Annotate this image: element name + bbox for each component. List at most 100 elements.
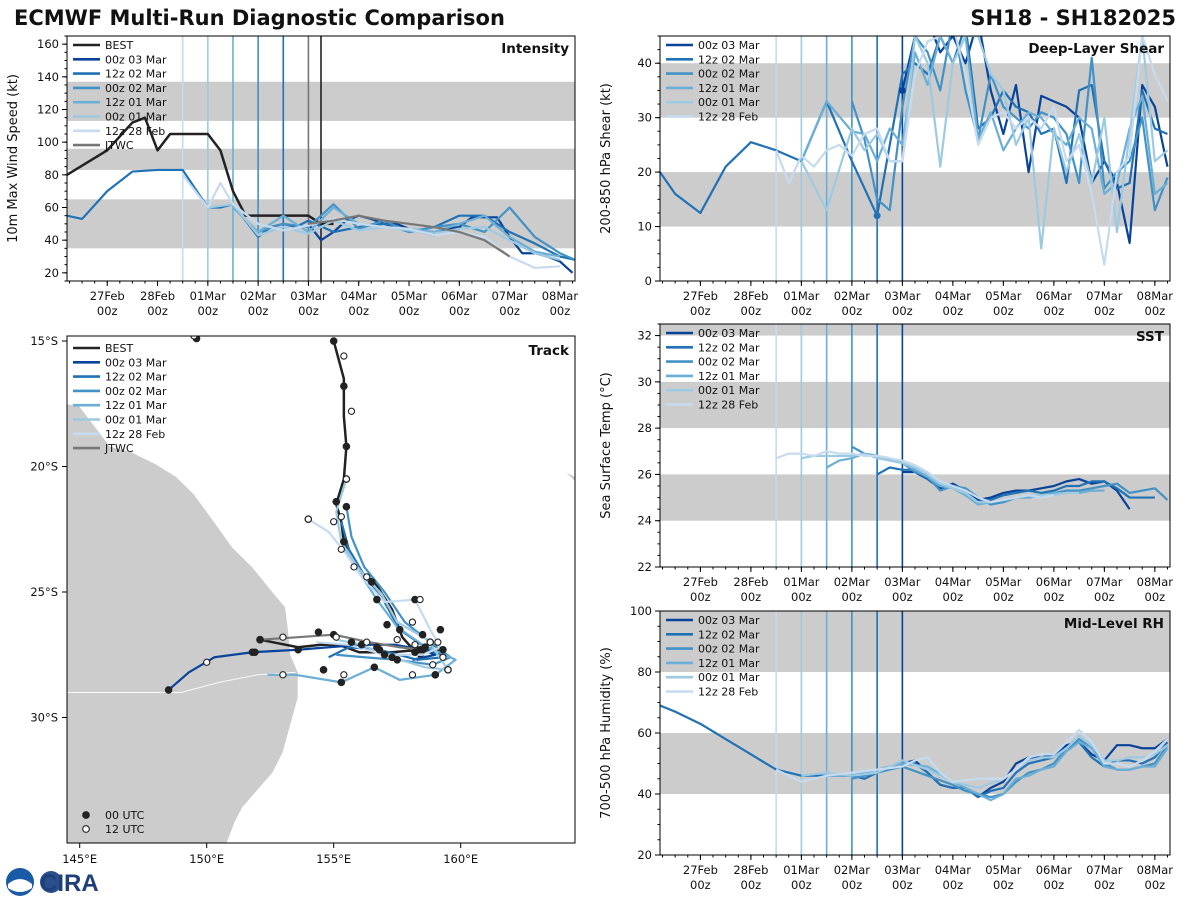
panel-title: Track <box>529 343 570 359</box>
legend-label: 00z 02 Mar <box>698 68 760 81</box>
track-point-00utc <box>439 645 447 654</box>
track-point-12utc <box>408 618 417 626</box>
x-tick-label: 00z <box>943 590 964 604</box>
track-point-12utc <box>279 633 287 641</box>
track-point-12utc <box>279 671 287 679</box>
x-tick-label: 00z <box>1094 304 1115 318</box>
x-tick-label: 00z <box>791 304 812 318</box>
y-tick-label: 80 <box>44 168 59 182</box>
legend-label: 00z 03 Mar <box>698 327 760 340</box>
track-point-00utc <box>375 645 384 654</box>
legend-label: 12z 01 Mar <box>105 399 167 412</box>
x-tick-label: 00z <box>741 304 762 318</box>
land-area <box>67 403 299 843</box>
x-tick-label: 05Mar <box>985 575 1022 589</box>
y-tick-label: 25°S <box>30 585 58 599</box>
track-point-00utc <box>342 502 351 511</box>
x-tick-label: 05Mar <box>391 289 428 303</box>
series-12z-02-mar <box>660 36 1168 217</box>
x-tick-label: 00z <box>197 304 218 318</box>
track-point-00utc <box>418 630 427 639</box>
y-tick-label: 100 <box>630 604 652 618</box>
legend-label: 12z 01 Mar <box>698 82 760 95</box>
y-tick-label: 60 <box>44 201 59 215</box>
band <box>660 611 1170 672</box>
legend-marker <box>82 825 90 833</box>
y-tick-label: 140 <box>37 70 59 84</box>
legend-label: 00 UTC <box>105 809 145 822</box>
legend-label: 00z 03 Mar <box>105 53 167 66</box>
track-point-00utc <box>164 686 173 694</box>
x-tick-label: 00z <box>690 304 711 318</box>
track-point-12utc <box>347 407 356 415</box>
panel-intensity: 2040608010012014016027Feb00z28Feb00z01Ma… <box>6 35 579 318</box>
track-point-12utc <box>393 636 401 644</box>
x-tick-label: 00z <box>791 878 812 892</box>
x-tick-label: 04Mar <box>935 289 972 303</box>
track-point-00utc <box>342 442 351 451</box>
legend-label: BEST <box>105 39 133 52</box>
panel-title: SST <box>1136 329 1165 345</box>
y-axis-label: 10m Max Wind Speed (kt) <box>6 74 21 243</box>
panel-sst: 22242628303227Feb00z28Feb00z01Mar00z02Ma… <box>599 323 1173 604</box>
y-tick-label: 0 <box>645 274 652 288</box>
panel-shear: 01020304027Feb00z28Feb00z01Mar00z02Mar00… <box>599 35 1173 318</box>
track-point-00utc <box>368 578 376 586</box>
track-point-00utc <box>380 650 389 659</box>
legend-label: 12z 28 Feb <box>105 428 165 441</box>
y-axis-label: 700-500 hPa Humidity (%) <box>599 647 614 819</box>
x-tick-label: 02Mar <box>834 863 871 877</box>
track-point-00utc <box>416 645 424 654</box>
legend-label: 12 UTC <box>105 823 145 836</box>
x-tick-label: 04Mar <box>341 289 378 303</box>
panel-track: 145°E 150°E 155°E 160°E 15°S 20°S 25°S 30°S Trac… <box>30 334 576 866</box>
noaa-wave-icon <box>8 879 32 892</box>
series-jtwc <box>308 214 511 258</box>
x-tick-label: 00z <box>943 878 964 892</box>
legend-label: 12z 28 Feb <box>698 686 758 699</box>
x-tick-label: 07Mar <box>1086 575 1123 589</box>
y-tick-label: 10 <box>637 220 652 234</box>
cira-globe-icon <box>40 871 62 893</box>
legend-label: 12z 28 Feb <box>105 125 165 138</box>
x-tick-label: 00z <box>892 590 913 604</box>
y-tick-label: 32 <box>637 329 652 343</box>
y-tick-label: 26 <box>637 467 652 481</box>
track-point-00utc <box>294 645 302 654</box>
legend-label: 12z 02 Mar <box>698 628 760 641</box>
legend-label: 00z 01 Mar <box>698 671 760 684</box>
x-tick-label: 08Mar <box>542 289 579 303</box>
track-point-00utc <box>319 666 328 674</box>
y-tick-label: 100 <box>37 135 59 149</box>
x-tick-label: 02Mar <box>240 289 277 303</box>
land-area <box>564 471 575 483</box>
x-tick-label: 00z <box>943 304 964 318</box>
track-point-12utc <box>340 671 348 679</box>
y-axis-label: 200-850 hPa Shear (kt) <box>599 83 614 234</box>
x-tick-label: 00z <box>993 304 1014 318</box>
series-12z-28-feb <box>181 174 560 270</box>
y-tick-label: 20 <box>44 266 59 280</box>
page-title: ECMWF Multi-Run Diagnostic Comparison <box>14 6 505 30</box>
x-tick-label: 00z <box>1044 304 1065 318</box>
track-point-12utc <box>426 638 434 646</box>
track-point-12utc <box>350 563 358 571</box>
track-point-00utc <box>329 337 338 345</box>
y-tick-label: 120 <box>37 103 59 117</box>
y-tick-label: 28 <box>637 421 652 435</box>
storm-id: SH18 - SH182025 <box>970 6 1176 30</box>
series-12z-28-feb <box>775 36 1169 266</box>
legend-label: 00z 02 Mar <box>698 356 760 369</box>
x-tick-label: 27Feb <box>683 289 718 303</box>
panel-rh: 2040608010027Feb00z28Feb00z01Mar00z02Mar… <box>599 604 1173 892</box>
track-point-12utc <box>416 595 424 604</box>
x-tick-label: 01Mar <box>190 289 227 303</box>
legend-label: 12z 02 Mar <box>698 341 760 354</box>
series-00z-03-mar <box>902 471 1131 510</box>
x-tick-label: 00z <box>1145 878 1166 892</box>
x-tick-label: 02Mar <box>834 289 871 303</box>
x-tick-label: 00z <box>1094 590 1115 604</box>
legend-label: JTWC <box>104 442 134 455</box>
